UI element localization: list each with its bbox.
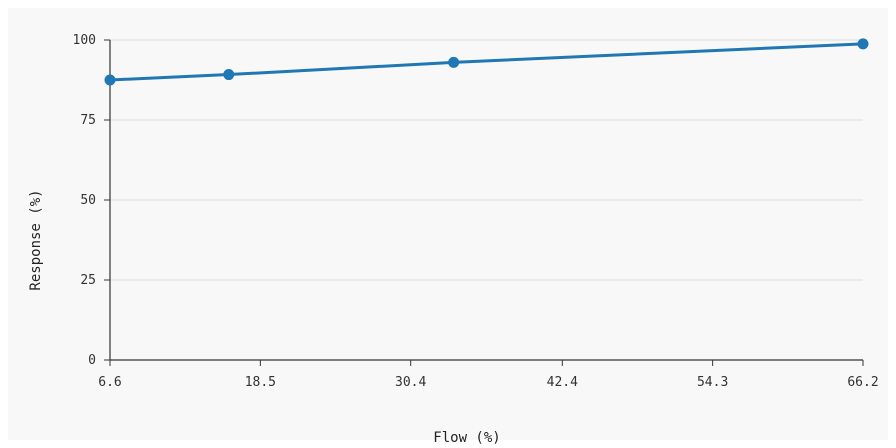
- x-tick-label: 6.6: [98, 375, 121, 390]
- y-tick-label: 0: [88, 353, 96, 368]
- y-tick-label: 25: [80, 273, 96, 288]
- data-point: [104, 74, 116, 86]
- y-tick-label: 50: [80, 193, 96, 208]
- x-tick-label: 42.4: [547, 375, 578, 390]
- series-group: [104, 38, 869, 86]
- y-tick-label: 75: [80, 113, 96, 128]
- x-ticks: 6.6 18.5 30.4 42.4 54.3 66.2: [98, 360, 879, 390]
- y-tick-label: 100: [73, 33, 96, 48]
- series-line: [109, 42, 864, 82]
- data-point: [857, 38, 869, 50]
- chart-frame: [8, 8, 888, 440]
- data-point: [223, 69, 235, 81]
- y-ticks: 0 25 50 75 100: [73, 33, 110, 368]
- x-tick-label: 54.3: [697, 375, 728, 390]
- x-tick-label: 18.5: [245, 375, 276, 390]
- y-axis-label: Response (%): [28, 189, 44, 290]
- x-tick-label: 66.2: [847, 375, 878, 390]
- data-point: [448, 56, 460, 68]
- x-axis-label: Flow (%): [433, 430, 500, 446]
- x-tick-label: 30.4: [395, 375, 426, 390]
- gridlines: [110, 39, 863, 281]
